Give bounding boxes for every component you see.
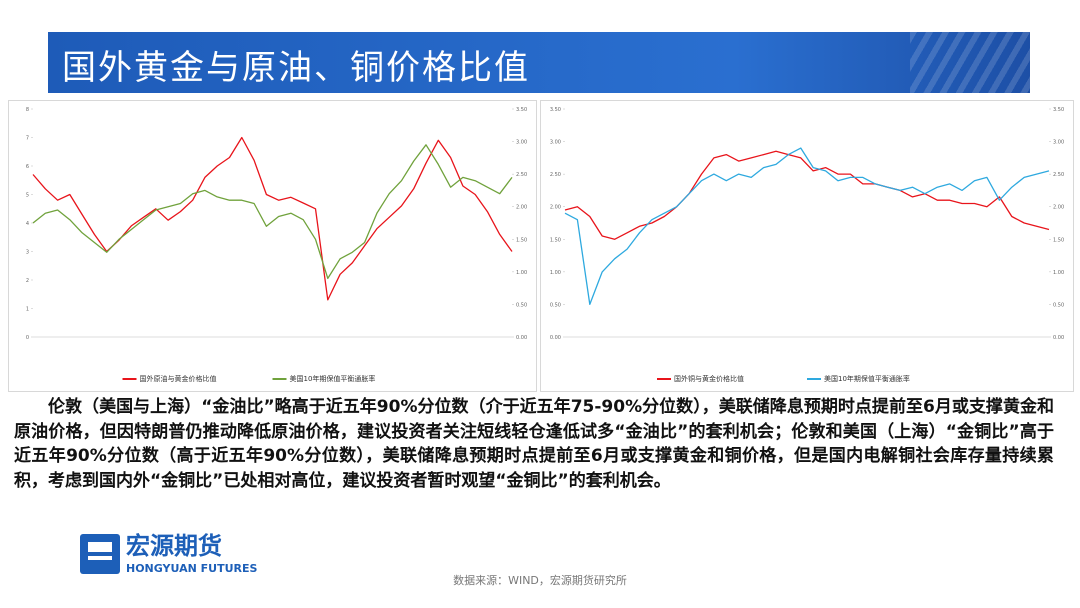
y2-tick-label: 3.00 xyxy=(516,140,527,146)
y-tick-label: 4 xyxy=(26,221,29,227)
y-tick-label: 0 xyxy=(26,335,29,341)
y-tick-label: 3 xyxy=(26,250,29,256)
legend-label: 美国10年期保值平衡通胀率 xyxy=(824,374,910,383)
y-tick-label: 7 xyxy=(26,136,29,142)
y2-tick-label: 3.50 xyxy=(516,107,527,113)
y-tick-label: 1.50 xyxy=(550,237,561,243)
body-text: 伦敦（美国与上海）“金油比”略高于近五年90%分位数（介于近五年75-90%分位… xyxy=(14,397,1054,491)
logo-english: HONGYUAN FUTURES xyxy=(126,562,258,575)
y-tick-label: 8 xyxy=(26,107,29,113)
y2-tick-label: 1.50 xyxy=(1053,237,1064,243)
title-bar: 国外黄金与原油、铜价格比值 xyxy=(48,32,1030,93)
y-tick-label: 3.00 xyxy=(550,140,561,146)
y2-tick-label: 2.00 xyxy=(516,205,527,211)
y2-tick-label: 2.00 xyxy=(1053,205,1064,211)
legend-label: 国外原油与黄金价格比值 xyxy=(140,374,217,383)
y-tick-label: 1.00 xyxy=(550,270,561,276)
y2-tick-label: 0.50 xyxy=(516,302,527,308)
y-tick-label: 0.00 xyxy=(550,335,561,341)
legend-label: 国外铜与黄金价格比值 xyxy=(674,374,744,383)
y2-tick-label: 0.00 xyxy=(516,335,527,341)
legend-label: 美国10年期保值平衡通胀率 xyxy=(290,374,376,383)
logo-icon xyxy=(80,534,120,574)
y-tick-label: 6 xyxy=(26,164,29,170)
y-tick-label: 2 xyxy=(26,278,29,284)
y-tick-label: 2.00 xyxy=(550,205,561,211)
y2-tick-label: 1.50 xyxy=(516,237,527,243)
decoration xyxy=(910,32,1030,93)
source-note: 数据来源：WIND，宏源期货研究所 xyxy=(453,574,627,587)
y2-tick-label: 1.00 xyxy=(1053,270,1064,276)
y2-tick-label: 3.00 xyxy=(1053,140,1064,146)
logo-icon xyxy=(88,556,112,560)
y2-tick-label: 0.50 xyxy=(1053,302,1064,308)
data-line xyxy=(564,150,1050,240)
chart: 0 1 2 3 4 5 6 7 8 0.00 0.50 1.00 1.50 2.00 2.50 3.00 3.5… xyxy=(8,100,537,392)
logo-name: 宏源期货 xyxy=(126,532,222,560)
y2-tick-label: 2.50 xyxy=(516,172,527,178)
slide-title: 国外黄金与原油、铜价格比值 xyxy=(62,48,530,88)
y2-tick-label: 1.00 xyxy=(516,270,527,276)
logo-icon xyxy=(88,542,112,552)
y-tick-label: 2.50 xyxy=(550,172,561,178)
y-tick-label: 1 xyxy=(26,307,29,313)
data-line xyxy=(32,144,513,280)
y2-tick-label: 2.50 xyxy=(1053,172,1064,178)
y-tick-label: 3.50 xyxy=(550,107,561,113)
data-line xyxy=(564,147,1050,306)
data-line xyxy=(32,136,513,301)
y-tick-label: 0.50 xyxy=(550,302,561,308)
logo: 宏源期货 HONGYUAN FUTURES xyxy=(80,532,258,575)
chart: 0.00 0.50 1.00 1.50 2.00 2.50 3.00 3.50 0.00 0.50… xyxy=(540,100,1074,392)
y2-tick-label: 3.50 xyxy=(1053,107,1064,113)
y-tick-label: 5 xyxy=(26,193,29,199)
y2-tick-label: 0.00 xyxy=(1053,335,1064,341)
